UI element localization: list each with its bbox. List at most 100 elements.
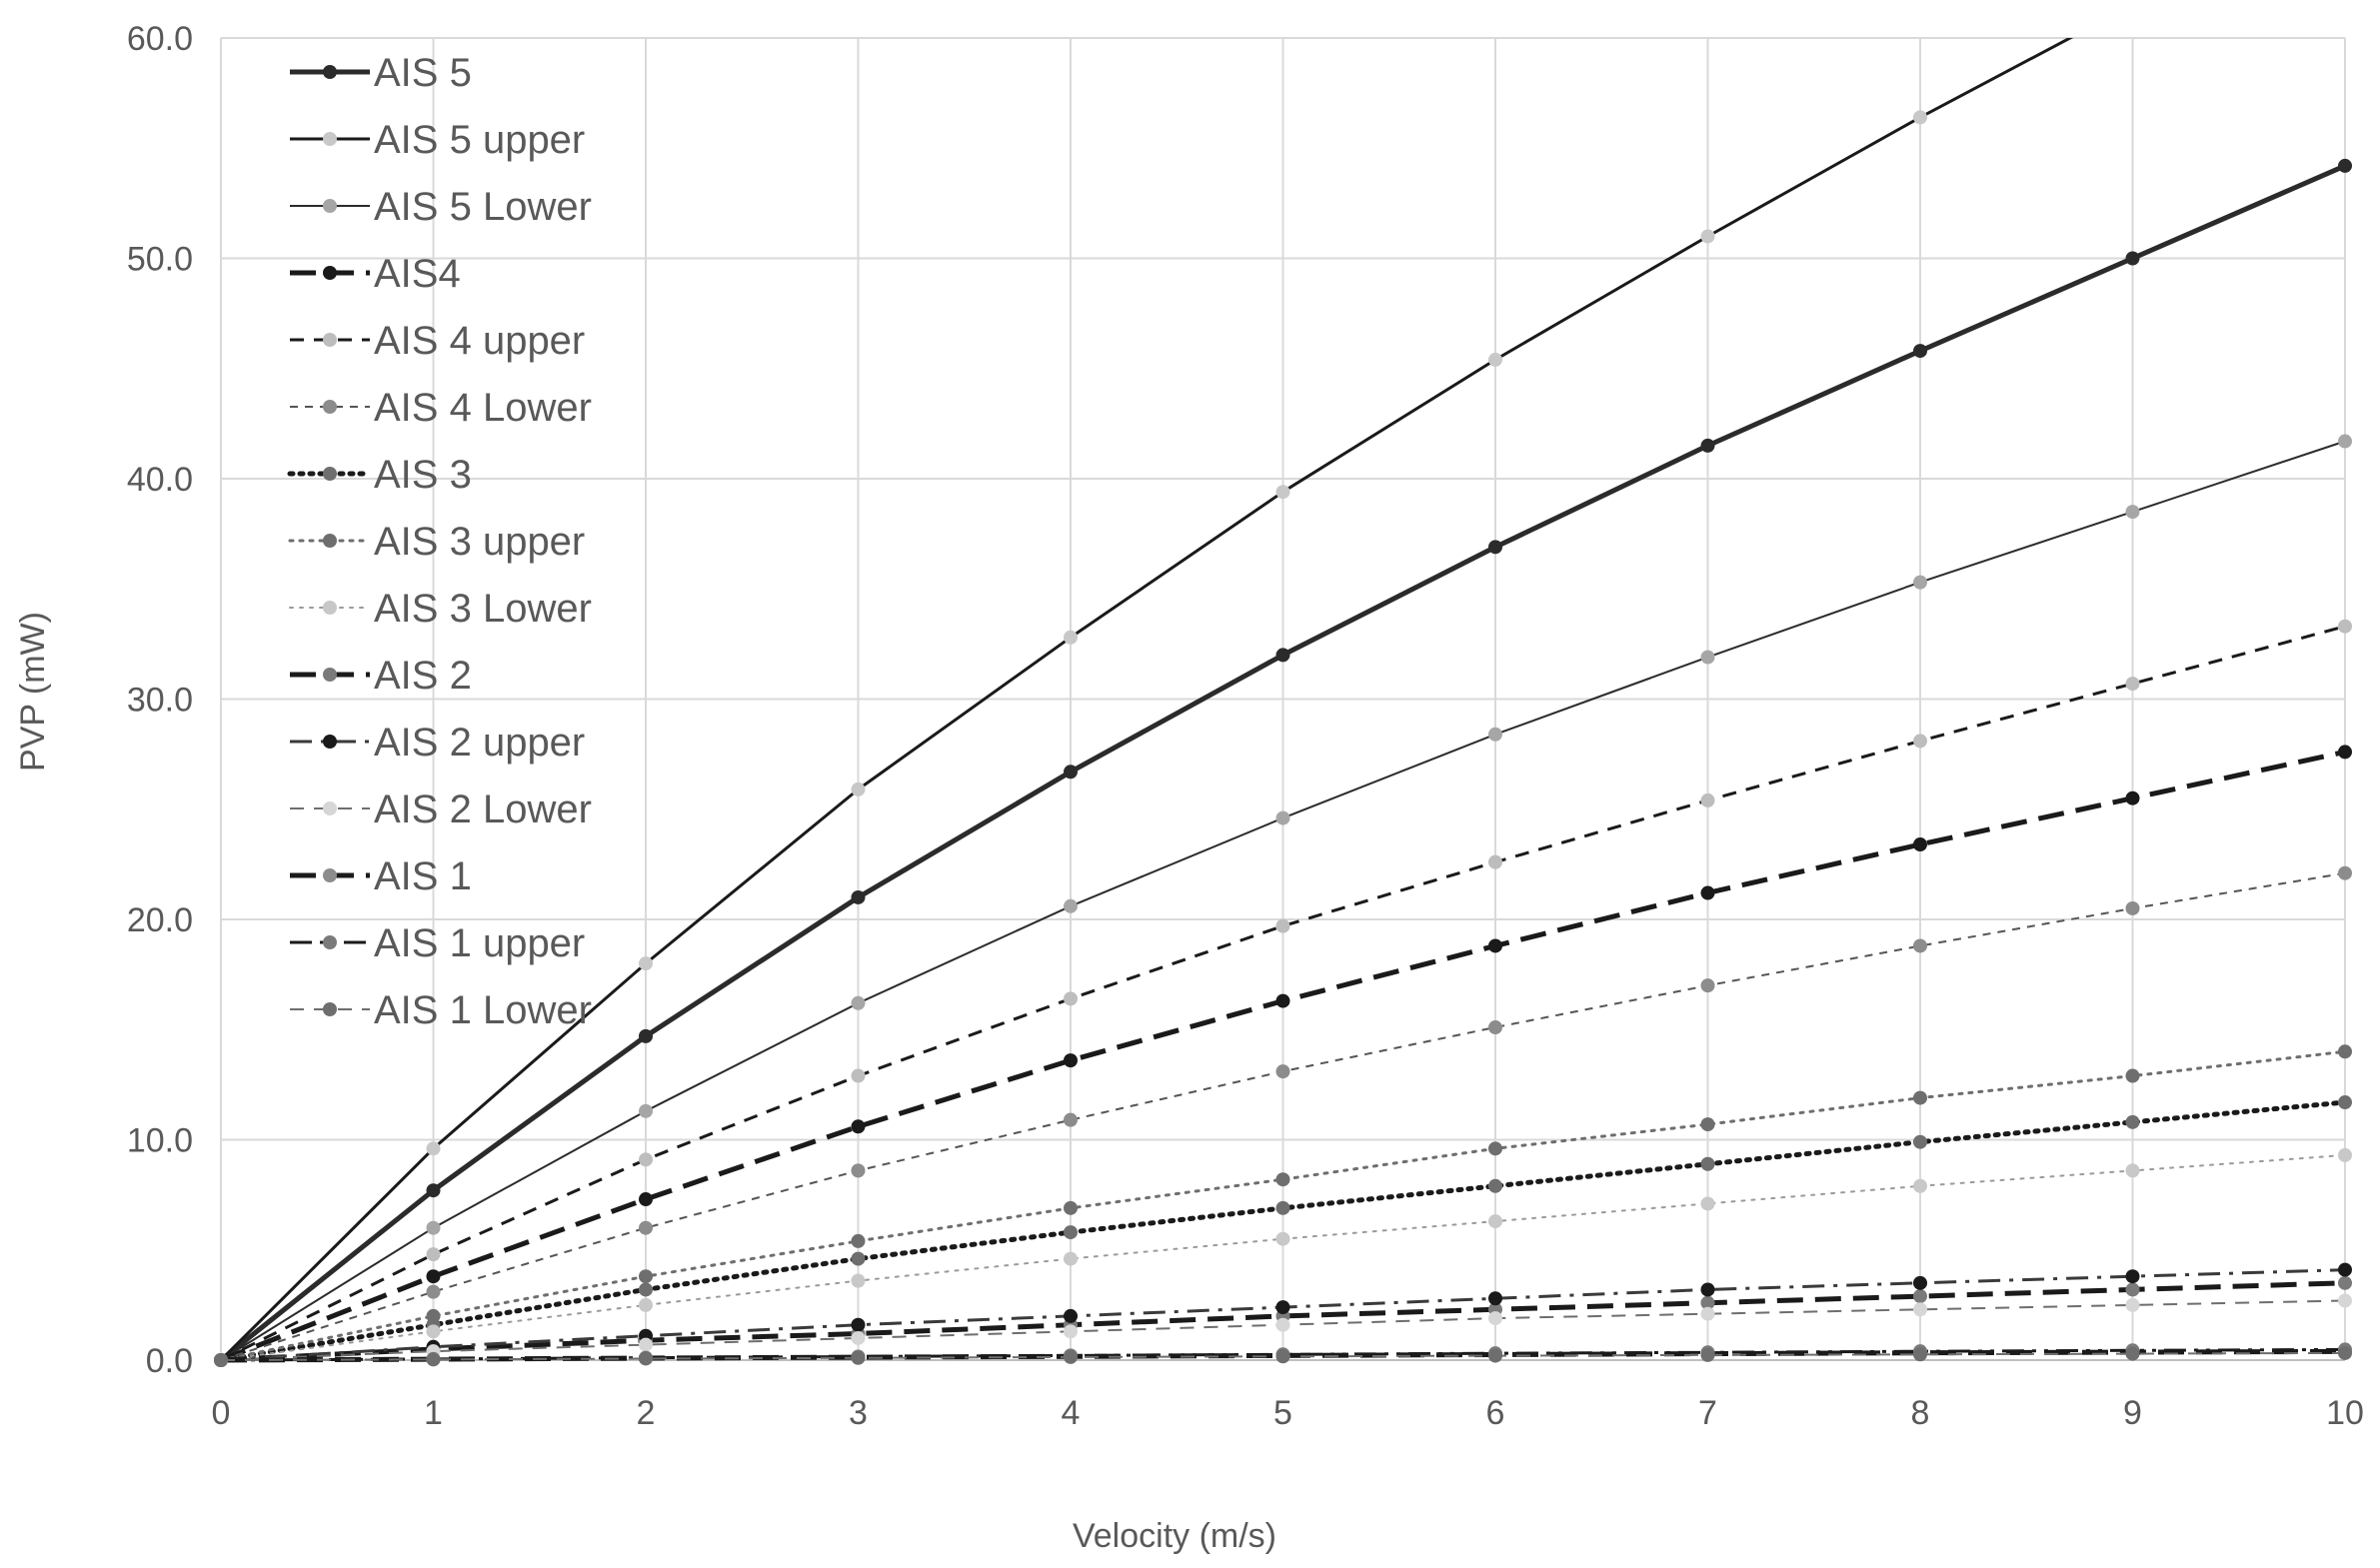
data-point bbox=[639, 1028, 653, 1043]
legend-swatch-marker bbox=[323, 467, 337, 481]
series-line bbox=[220, 625, 2346, 1362]
legend-item: AIS 1 upper bbox=[290, 921, 585, 965]
axes: 0.0 10.0 20.0 30.0 40.0 50.0 60.0 0 1 2 3 4 5 6 7 8 9 10 bbox=[127, 20, 2364, 1432]
legend-label: AIS 3 bbox=[374, 453, 472, 497]
legend-label: AIS 1 Lower bbox=[374, 988, 592, 1032]
data-point bbox=[1913, 1289, 1927, 1304]
data-point bbox=[1064, 991, 1078, 1006]
data-point bbox=[639, 1282, 653, 1297]
data-point bbox=[1488, 540, 1502, 555]
data-point bbox=[1275, 918, 1290, 933]
legend-swatch-marker bbox=[323, 668, 337, 682]
data-point bbox=[2125, 1269, 2140, 1284]
legend-item: AIS 1 bbox=[290, 854, 472, 898]
data-point bbox=[1064, 1251, 1078, 1266]
data-point bbox=[1913, 1275, 1927, 1290]
legend-swatch-marker bbox=[323, 801, 337, 815]
data-point bbox=[639, 1269, 653, 1284]
data-point bbox=[1064, 1308, 1078, 1323]
data-point bbox=[851, 1163, 866, 1178]
y-tick-label: 50.0 bbox=[127, 241, 193, 279]
legend-swatch-marker bbox=[323, 400, 337, 414]
data-point bbox=[2125, 790, 2140, 805]
legend-swatch-marker bbox=[323, 935, 337, 949]
y-tick-label: 40.0 bbox=[127, 461, 193, 499]
legend: AIS 5 AIS 5 upper AIS 5 Lower AIS4 AIS 4 upp… bbox=[287, 51, 592, 1032]
data-point bbox=[1913, 1090, 1927, 1105]
x-tick-label: 5 bbox=[1273, 1394, 1292, 1432]
data-point bbox=[1064, 1112, 1078, 1127]
data-point bbox=[2338, 1262, 2352, 1277]
data-point bbox=[1064, 1349, 1078, 1364]
data-point bbox=[1913, 734, 1927, 749]
series-lines bbox=[214, 38, 2352, 1367]
legend-item: AIS 3 Lower bbox=[289, 587, 592, 631]
data-point bbox=[1275, 1231, 1290, 1246]
data-point bbox=[1700, 438, 1715, 453]
data-point bbox=[1064, 1225, 1078, 1240]
data-point bbox=[2125, 1068, 2140, 1083]
data-point bbox=[1913, 1347, 1927, 1362]
series-ais-3-upper bbox=[214, 1044, 2352, 1367]
data-point bbox=[1913, 837, 1927, 852]
data-point bbox=[1275, 1317, 1290, 1332]
data-point bbox=[1700, 1295, 1715, 1310]
data-point bbox=[2125, 1346, 2140, 1361]
data-point bbox=[1064, 1324, 1078, 1339]
data-point bbox=[1700, 978, 1715, 993]
data-point bbox=[2125, 251, 2140, 266]
data-point bbox=[1700, 1347, 1715, 1362]
data-point bbox=[1064, 898, 1078, 913]
data-point bbox=[1275, 485, 1290, 500]
data-point bbox=[1488, 854, 1502, 869]
series-line bbox=[219, 1049, 2347, 1362]
data-point bbox=[426, 1247, 441, 1262]
data-point bbox=[1913, 1302, 1927, 1317]
data-point bbox=[1913, 575, 1927, 590]
data-point bbox=[1700, 1156, 1715, 1171]
data-point bbox=[426, 1220, 441, 1235]
legend-label: AIS 1 upper bbox=[374, 921, 585, 965]
data-point bbox=[851, 1330, 866, 1345]
data-point bbox=[851, 1233, 866, 1248]
data-point bbox=[1488, 1348, 1502, 1363]
legend-item: AIS4 bbox=[290, 252, 461, 296]
x-tick-label: 0 bbox=[212, 1394, 231, 1432]
data-point bbox=[2338, 1044, 2352, 1059]
data-point bbox=[1275, 648, 1290, 663]
legend-label: AIS 5 Lower bbox=[374, 185, 592, 229]
legend-label: AIS 4 Lower bbox=[374, 386, 592, 430]
data-point bbox=[1275, 1349, 1290, 1364]
data-point bbox=[2338, 1095, 2352, 1110]
legend-label: AIS4 bbox=[374, 252, 461, 296]
data-point bbox=[1488, 352, 1502, 367]
legend-label: AIS 5 upper bbox=[374, 118, 585, 162]
data-point bbox=[1064, 1053, 1078, 1068]
data-point bbox=[1275, 1172, 1290, 1187]
legend-label: AIS 2 upper bbox=[374, 721, 585, 765]
data-point bbox=[639, 1337, 653, 1352]
data-point bbox=[1913, 344, 1927, 359]
data-point bbox=[2338, 434, 2352, 449]
x-axis-title: Velocity (m/s) bbox=[1073, 1517, 1276, 1555]
data-point bbox=[2338, 1293, 2352, 1308]
x-tick-label: 7 bbox=[1698, 1394, 1717, 1432]
data-point bbox=[1913, 1134, 1927, 1149]
series-line bbox=[220, 1347, 2346, 1362]
data-point bbox=[1913, 938, 1927, 953]
data-point bbox=[851, 1273, 866, 1288]
data-point bbox=[851, 1068, 866, 1083]
data-point bbox=[851, 1251, 866, 1266]
data-point bbox=[1064, 630, 1078, 645]
data-point bbox=[2338, 619, 2352, 634]
data-point bbox=[2338, 158, 2352, 173]
data-point bbox=[851, 1350, 866, 1365]
data-point bbox=[426, 1352, 441, 1367]
y-axis-title: PVP (mW) bbox=[14, 612, 52, 772]
y-tick-label: 0.0 bbox=[146, 1342, 193, 1380]
data-point bbox=[1488, 1020, 1502, 1035]
data-point bbox=[1488, 1141, 1502, 1156]
